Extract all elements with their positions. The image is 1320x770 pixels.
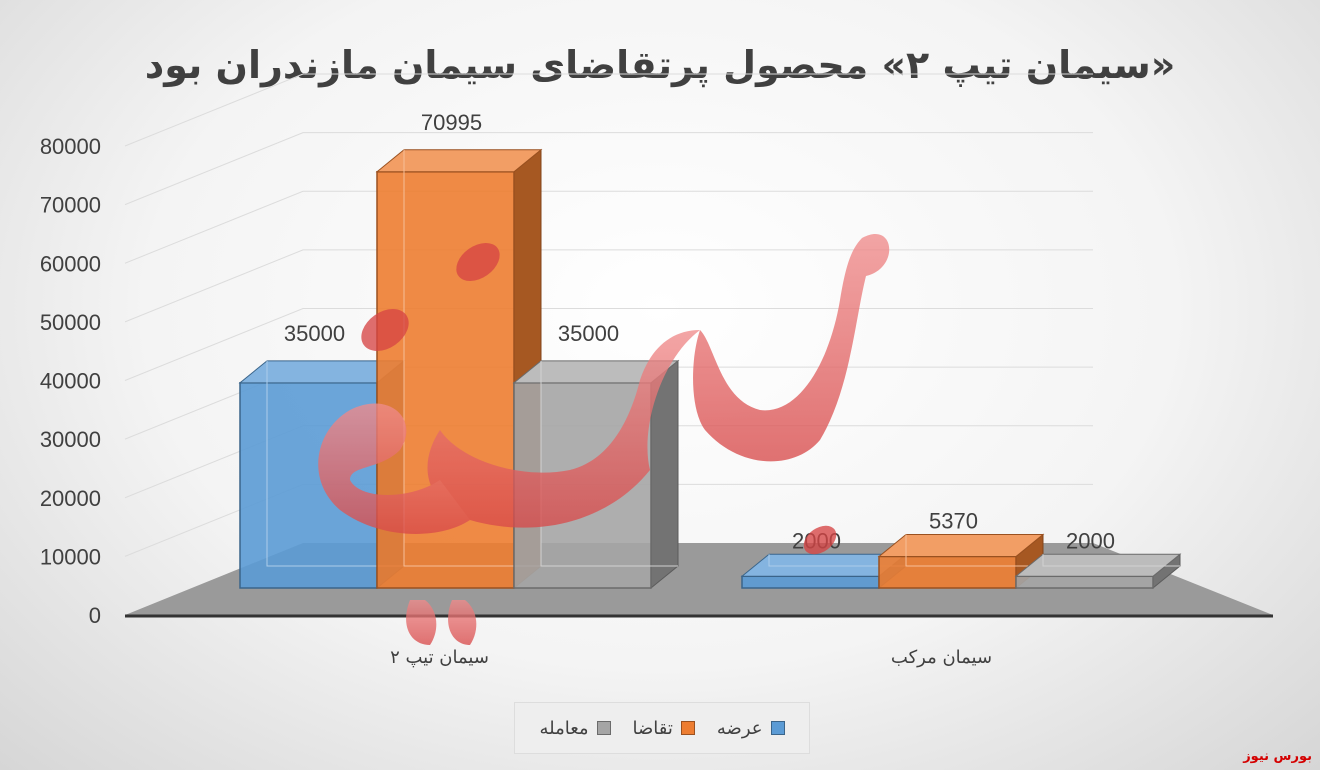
- y-tick-label: 10000: [40, 544, 101, 569]
- legend-item: معامله: [539, 717, 611, 739]
- gridline: [124, 249, 1093, 323]
- bar-top-face: [877, 534, 1045, 558]
- gridline: [124, 308, 1093, 381]
- y-tick-label: 80000: [40, 134, 101, 159]
- x-category-label: سیمان تیپ ۲: [390, 647, 489, 668]
- data-label: 35000: [558, 321, 619, 346]
- y-tick-label: 0: [89, 603, 101, 628]
- data-labels: 350007099535000200053702000: [284, 110, 1115, 553]
- bar-inner-edge: [768, 554, 906, 567]
- gridline: [124, 132, 1093, 206]
- bar-inner-edge: [540, 360, 678, 567]
- legend-item: عرضه: [717, 718, 785, 739]
- bar-front-face: [741, 575, 880, 589]
- legend-label: معامله: [539, 717, 589, 739]
- bar-top-face: [375, 149, 543, 173]
- x-category-label: سیمان مرکب: [891, 647, 992, 668]
- legend-swatch: [680, 721, 695, 735]
- y-tick-label: 20000: [40, 486, 101, 511]
- data-label: 2000: [1066, 528, 1115, 553]
- y-tick-label: 60000: [40, 251, 101, 276]
- y-tick-label: 40000: [40, 369, 101, 394]
- bar-top-face: [1014, 553, 1182, 577]
- legend-label: عرضه: [716, 717, 763, 739]
- legend-swatch: [596, 721, 611, 735]
- legend-item: تقاضا: [633, 718, 695, 739]
- bar-inner-edge: [1042, 554, 1180, 567]
- y-tick-label: 50000: [40, 310, 101, 335]
- legend-label: تقاضا: [632, 717, 673, 739]
- data-label: 35000: [284, 321, 345, 346]
- y-tick-label: 70000: [40, 193, 101, 218]
- y-tick-label: 30000: [40, 427, 101, 452]
- bar-inner-edge: [266, 360, 404, 567]
- chart-title: «سیمان تیپ ۲» محصول پرتقاضای سیمان مازند…: [145, 43, 1176, 87]
- bar-front-face: [878, 555, 1017, 589]
- watermark-logo: [318, 233, 890, 645]
- bar-front-face: [1015, 575, 1154, 589]
- gridline: [124, 190, 1093, 264]
- source-logo-label: بورس نیوز: [1243, 749, 1312, 764]
- bar-inner-edge: [403, 149, 541, 567]
- y-axis: 0 10000 20000 30000 40000 50000 60000 70000 8000…: [40, 134, 101, 628]
- data-label: 5370: [929, 509, 978, 534]
- bar-inner-edge: [905, 534, 1043, 567]
- legend-swatch: [770, 721, 785, 735]
- gridline: [124, 73, 1093, 147]
- bar: [1014, 553, 1182, 590]
- x-axis: سیمان تیپ ۲ سیمان مرکب: [390, 647, 992, 668]
- legend: عرضه تقاضا معامله: [514, 702, 810, 754]
- data-label: 70995: [421, 110, 482, 135]
- bar: [877, 533, 1045, 590]
- bar-top-face: [512, 360, 680, 384]
